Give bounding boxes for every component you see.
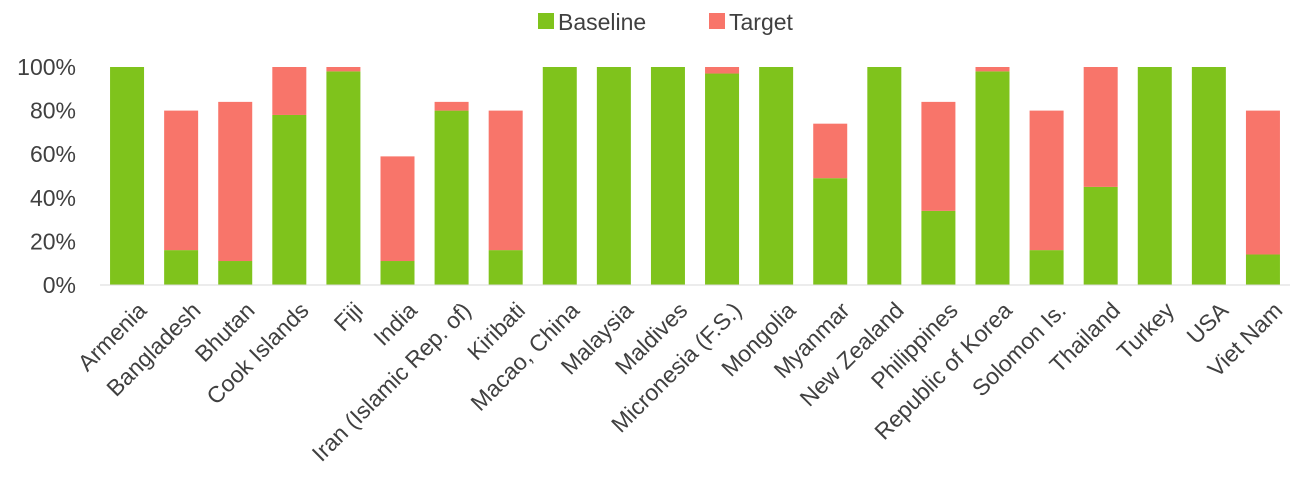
y-axis-tick-labels: 0% 20% 40% 60% 80% 100% <box>17 54 76 298</box>
legend: Baseline Target <box>538 9 794 35</box>
bar-target-5 <box>380 156 415 262</box>
bar-baseline-4 <box>326 71 361 285</box>
y-tick-label: 40% <box>30 185 76 211</box>
bar-baseline-16 <box>975 71 1010 285</box>
y-tick-label: 100% <box>17 54 76 80</box>
bar-baseline-18 <box>1083 186 1118 285</box>
x-category-label: Fiji <box>329 297 368 336</box>
legend-label-target: Target <box>729 9 794 35</box>
legend-swatch-baseline <box>538 13 554 29</box>
bar-target-2 <box>218 101 253 262</box>
bar-baseline-6 <box>434 110 469 285</box>
bar-target-17 <box>1029 110 1064 251</box>
bar-baseline-12 <box>759 67 794 285</box>
bar-baseline-7 <box>488 250 523 285</box>
bar-baseline-1 <box>164 250 199 285</box>
legend-label-baseline: Baseline <box>558 9 646 35</box>
bar-baseline-11 <box>705 73 740 285</box>
bar-target-1 <box>164 110 199 251</box>
bar-baseline-15 <box>921 210 956 285</box>
bars <box>110 67 1280 286</box>
bar-target-21 <box>1245 110 1280 255</box>
bar-baseline-5 <box>380 261 415 285</box>
bar-target-13 <box>813 123 848 179</box>
bar-baseline-0 <box>110 67 145 285</box>
bar-target-11 <box>705 67 740 74</box>
bar-baseline-8 <box>542 67 577 285</box>
bar-target-3 <box>272 67 307 115</box>
bar-baseline-3 <box>272 114 307 286</box>
bar-baseline-14 <box>867 67 902 285</box>
bar-target-18 <box>1083 67 1118 187</box>
bar-baseline-21 <box>1245 254 1280 285</box>
bar-baseline-19 <box>1137 67 1172 285</box>
y-tick-label: 0% <box>43 272 76 298</box>
bar-target-15 <box>921 101 956 211</box>
bar-target-16 <box>975 67 1010 72</box>
bar-target-6 <box>434 101 469 111</box>
bar-baseline-9 <box>596 67 631 285</box>
bar-baseline-10 <box>650 67 685 285</box>
y-tick-label: 80% <box>30 98 76 124</box>
bar-target-7 <box>488 110 523 251</box>
bar-baseline-2 <box>218 261 253 285</box>
legend-swatch-target <box>709 13 725 29</box>
x-category-label: Turkey <box>1112 297 1180 365</box>
bar-baseline-17 <box>1029 250 1064 285</box>
bar-baseline-13 <box>813 178 848 285</box>
bar-target-4 <box>326 67 361 72</box>
y-tick-label: 20% <box>30 228 76 254</box>
y-tick-label: 60% <box>30 141 76 167</box>
bar-baseline-20 <box>1191 67 1226 285</box>
